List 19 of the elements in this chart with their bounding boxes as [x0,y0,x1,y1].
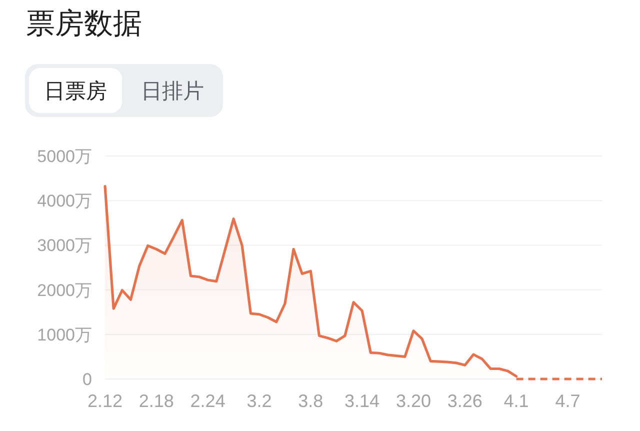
x-tick-label: 3.26 [447,391,482,411]
x-tick-label: 2.12 [87,391,123,411]
y-tick-label: 0 [82,370,92,389]
x-tick-label: 3.14 [344,391,380,411]
y-tick-label: 5000万 [37,147,92,166]
x-tick-label: 4.1 [504,391,529,411]
x-tick-label: 3.2 [246,391,272,411]
tab-selected: 日票房 [29,68,122,113]
y-tick-label: 3000万 [37,236,92,256]
x-tick-label: 2.18 [138,391,174,411]
x-tick-label: 3.20 [396,391,432,411]
tab: 日排片 [126,68,219,113]
x-tick-label: 2.24 [190,391,226,411]
y-tick-label: 4000万 [37,192,92,211]
x-tick-label: 4.7 [555,391,580,411]
y-tick-label: 1000万 [37,325,92,344]
x-tick-label: 3.8 [298,391,324,411]
y-tick-label: 2000万 [37,280,92,300]
chart-title: 票房数据 [26,7,142,42]
